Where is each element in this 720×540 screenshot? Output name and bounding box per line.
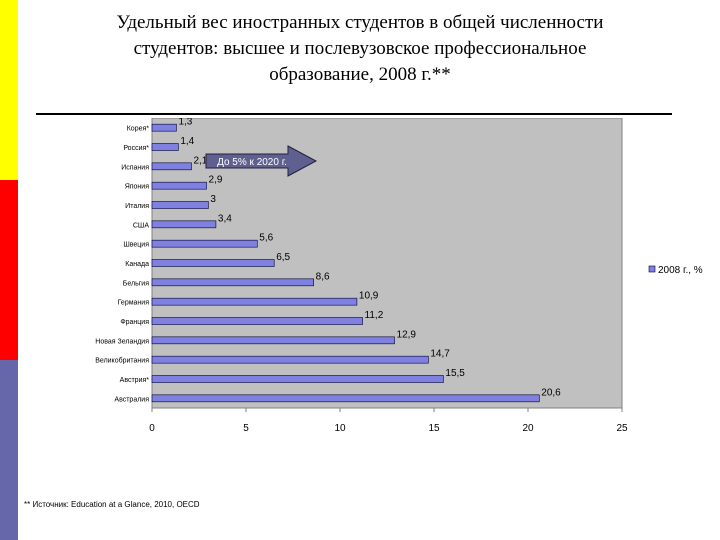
category-label: Австралия <box>114 396 149 403</box>
bar <box>151 143 179 151</box>
data-label: 3,4 <box>218 213 232 224</box>
bar <box>151 317 363 325</box>
bar <box>151 355 429 364</box>
data-label: 8,6 <box>316 271 330 282</box>
bar <box>151 220 217 229</box>
data-label: 14,7 <box>430 349 450 360</box>
category-label: Бельгия <box>123 280 149 287</box>
data-label: 2,1 <box>193 155 207 166</box>
data-label: 20,6 <box>541 387 561 398</box>
blue-stripe <box>0 360 18 540</box>
category-label: Великобритания <box>95 357 149 365</box>
bar <box>151 162 192 171</box>
red-stripe <box>0 180 18 360</box>
slide-title: Удельный вес иностранных студентов в общ… <box>40 10 680 88</box>
source-note: ** Источник: Education at a Glance, 2010… <box>24 500 200 509</box>
data-label: 15,5 <box>445 368 465 379</box>
bar <box>151 239 258 248</box>
bar <box>151 336 395 345</box>
bar <box>151 181 207 190</box>
annotation-text: До 5% к 2020 г. <box>217 157 287 168</box>
chart: Корея* 1,3 Россия* 1,4 Испания 2,1 Япония 2,9 Ит… <box>38 117 720 436</box>
category-label: Япония <box>125 184 150 191</box>
category-label: Франция <box>120 319 149 326</box>
x-tick-label: 25 <box>616 423 628 434</box>
title-line-1: Удельный вес иностранных студентов в общ… <box>116 12 604 33</box>
category-label: Россия* <box>123 145 149 152</box>
data-label: 2,9 <box>209 175 223 186</box>
category-label: Италия <box>125 203 149 210</box>
data-label: 10,9 <box>359 291 379 302</box>
bar <box>151 201 209 209</box>
x-tick-label: 5 <box>243 423 249 434</box>
category-label: Корея* <box>127 126 150 133</box>
data-label: 11,2 <box>365 310 384 321</box>
category-label: Новая Зеландия <box>95 338 149 345</box>
x-tick-label: 20 <box>522 423 534 434</box>
data-label: 12,9 <box>397 329 417 340</box>
x-tick-label: 10 <box>334 423 346 434</box>
x-tick-label: 0 <box>149 423 155 434</box>
data-label: 1,4 <box>180 136 194 147</box>
data-label: 3 <box>210 194 216 205</box>
data-label: 1,3 <box>178 118 192 128</box>
bar <box>151 259 275 267</box>
legend-swatch <box>648 265 656 273</box>
category-label: Швеция <box>123 242 149 249</box>
category-label: Германия <box>118 300 150 307</box>
bar <box>151 123 177 132</box>
data-label: 5,6 <box>259 233 273 244</box>
category-label: Канада <box>125 261 149 268</box>
bar <box>151 297 358 306</box>
legend-label: 2008 г., % <box>658 265 703 276</box>
data-label: 6,5 <box>276 252 290 263</box>
annotation-arrow <box>205 145 318 177</box>
bar <box>151 278 314 287</box>
chart-svg: Корея* 1,3 Россия* 1,4 Испания 2,1 Япония 2,9 Ит… <box>95 117 703 434</box>
category-label: США <box>133 222 149 229</box>
x-tick-label: 15 <box>428 423 440 434</box>
bar <box>151 375 444 383</box>
category-label: Австрия* <box>120 377 150 384</box>
bar <box>151 394 540 403</box>
title-line-2: студентов: высшее и послевузовское профе… <box>133 38 587 59</box>
yellow-stripe <box>0 0 18 180</box>
title-divider <box>36 113 672 115</box>
title-line-3: образование, 2008 г.** <box>269 64 451 85</box>
category-label: Испания <box>121 164 149 171</box>
